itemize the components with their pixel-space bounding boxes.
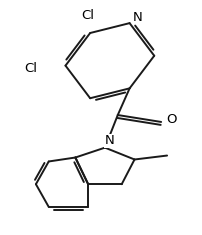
- Text: O: O: [166, 114, 176, 126]
- Text: N: N: [133, 11, 142, 24]
- Text: Cl: Cl: [82, 9, 95, 22]
- Text: Cl: Cl: [24, 62, 38, 75]
- Text: N: N: [105, 134, 115, 147]
